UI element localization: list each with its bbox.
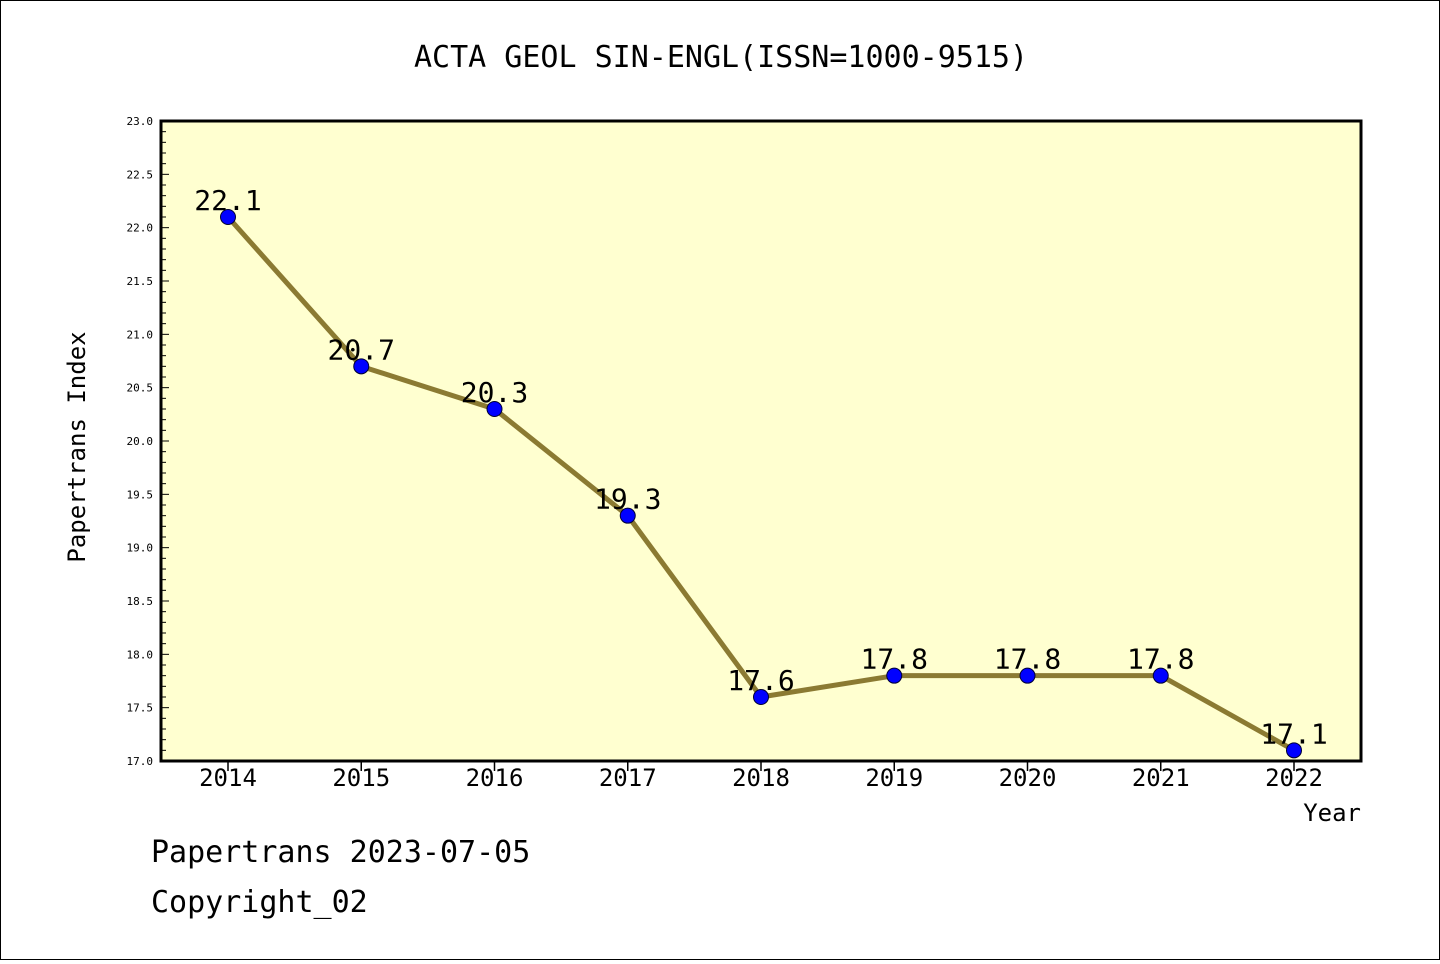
- data-point: [753, 689, 769, 705]
- data-label: 17.1: [1260, 717, 1327, 750]
- data-point: [1286, 742, 1302, 759]
- x-tick-label: 2019: [865, 764, 923, 792]
- x-axis-label: Year: [1303, 799, 1361, 827]
- x-tick-label: 2018: [732, 764, 790, 792]
- x-tick-label: 2014: [199, 764, 257, 792]
- data-point: [886, 667, 903, 684]
- x-tick-label: 2015: [332, 764, 390, 792]
- y-tick-label: 17.0: [127, 755, 154, 768]
- data-point: [1019, 667, 1036, 684]
- data-label: 20.3: [461, 376, 528, 409]
- y-tick-label: 22.0: [127, 222, 154, 235]
- data-label: 20.7: [328, 333, 395, 366]
- data-point: [486, 401, 503, 417]
- chart-title: ACTA GEOL SIN-ENGL(ISSN=1000-9515): [414, 40, 1028, 75]
- footer-copyright: Copyright_02: [151, 885, 368, 920]
- y-axis: 17.0 17.5 18.0 18.5 19.0 19.5 20.0 20.5 21.0 21.5…: [127, 115, 169, 768]
- x-tick-label: 2022: [1265, 764, 1323, 792]
- x-tick-label: 2021: [1132, 764, 1190, 792]
- data-point: [220, 209, 236, 225]
- data-label: 17.8: [1127, 643, 1194, 676]
- data-label: 17.8: [861, 643, 928, 676]
- y-tick-label: 20.5: [127, 382, 154, 395]
- y-tick-label: 21.0: [127, 328, 154, 341]
- y-tick-label: 19.0: [127, 542, 154, 555]
- data-point: [353, 358, 370, 375]
- x-axis: 2014 2015 2016 2017 2018 2019 2020 2021 2022: [199, 761, 1323, 792]
- y-tick-label: 17.5: [127, 702, 154, 715]
- data-point: [619, 507, 636, 524]
- y-tick-label: 18.0: [127, 648, 154, 661]
- series-papertrans-index: 22.1 20.7 20.3 19.3 17.6 17.8 17.8 17.8 17.1: [194, 184, 1328, 759]
- data-label: 19.3: [594, 483, 661, 516]
- y-tick-label: 18.5: [127, 595, 154, 608]
- plot-area: [161, 121, 1361, 761]
- x-tick-label: 2020: [999, 764, 1057, 792]
- y-tick-label: 20.0: [127, 435, 154, 448]
- x-tick-label: 2016: [466, 764, 524, 792]
- data-point: [1152, 667, 1169, 684]
- y-tick-label: 21.5: [127, 275, 154, 288]
- y-tick-label: 22.5: [127, 168, 154, 181]
- x-tick-label: 2017: [599, 764, 657, 792]
- data-label: 22.1: [194, 184, 261, 217]
- footer-date: Papertrans 2023-07-05: [151, 835, 531, 870]
- plot-border: [159, 119, 1363, 763]
- y-tick-label: 19.5: [127, 488, 154, 501]
- y-axis-label: Papertrans Index: [63, 331, 91, 562]
- data-label: 17.6: [727, 664, 794, 697]
- y-tick-label: 23.0: [127, 115, 154, 128]
- data-label: 17.8: [994, 643, 1061, 676]
